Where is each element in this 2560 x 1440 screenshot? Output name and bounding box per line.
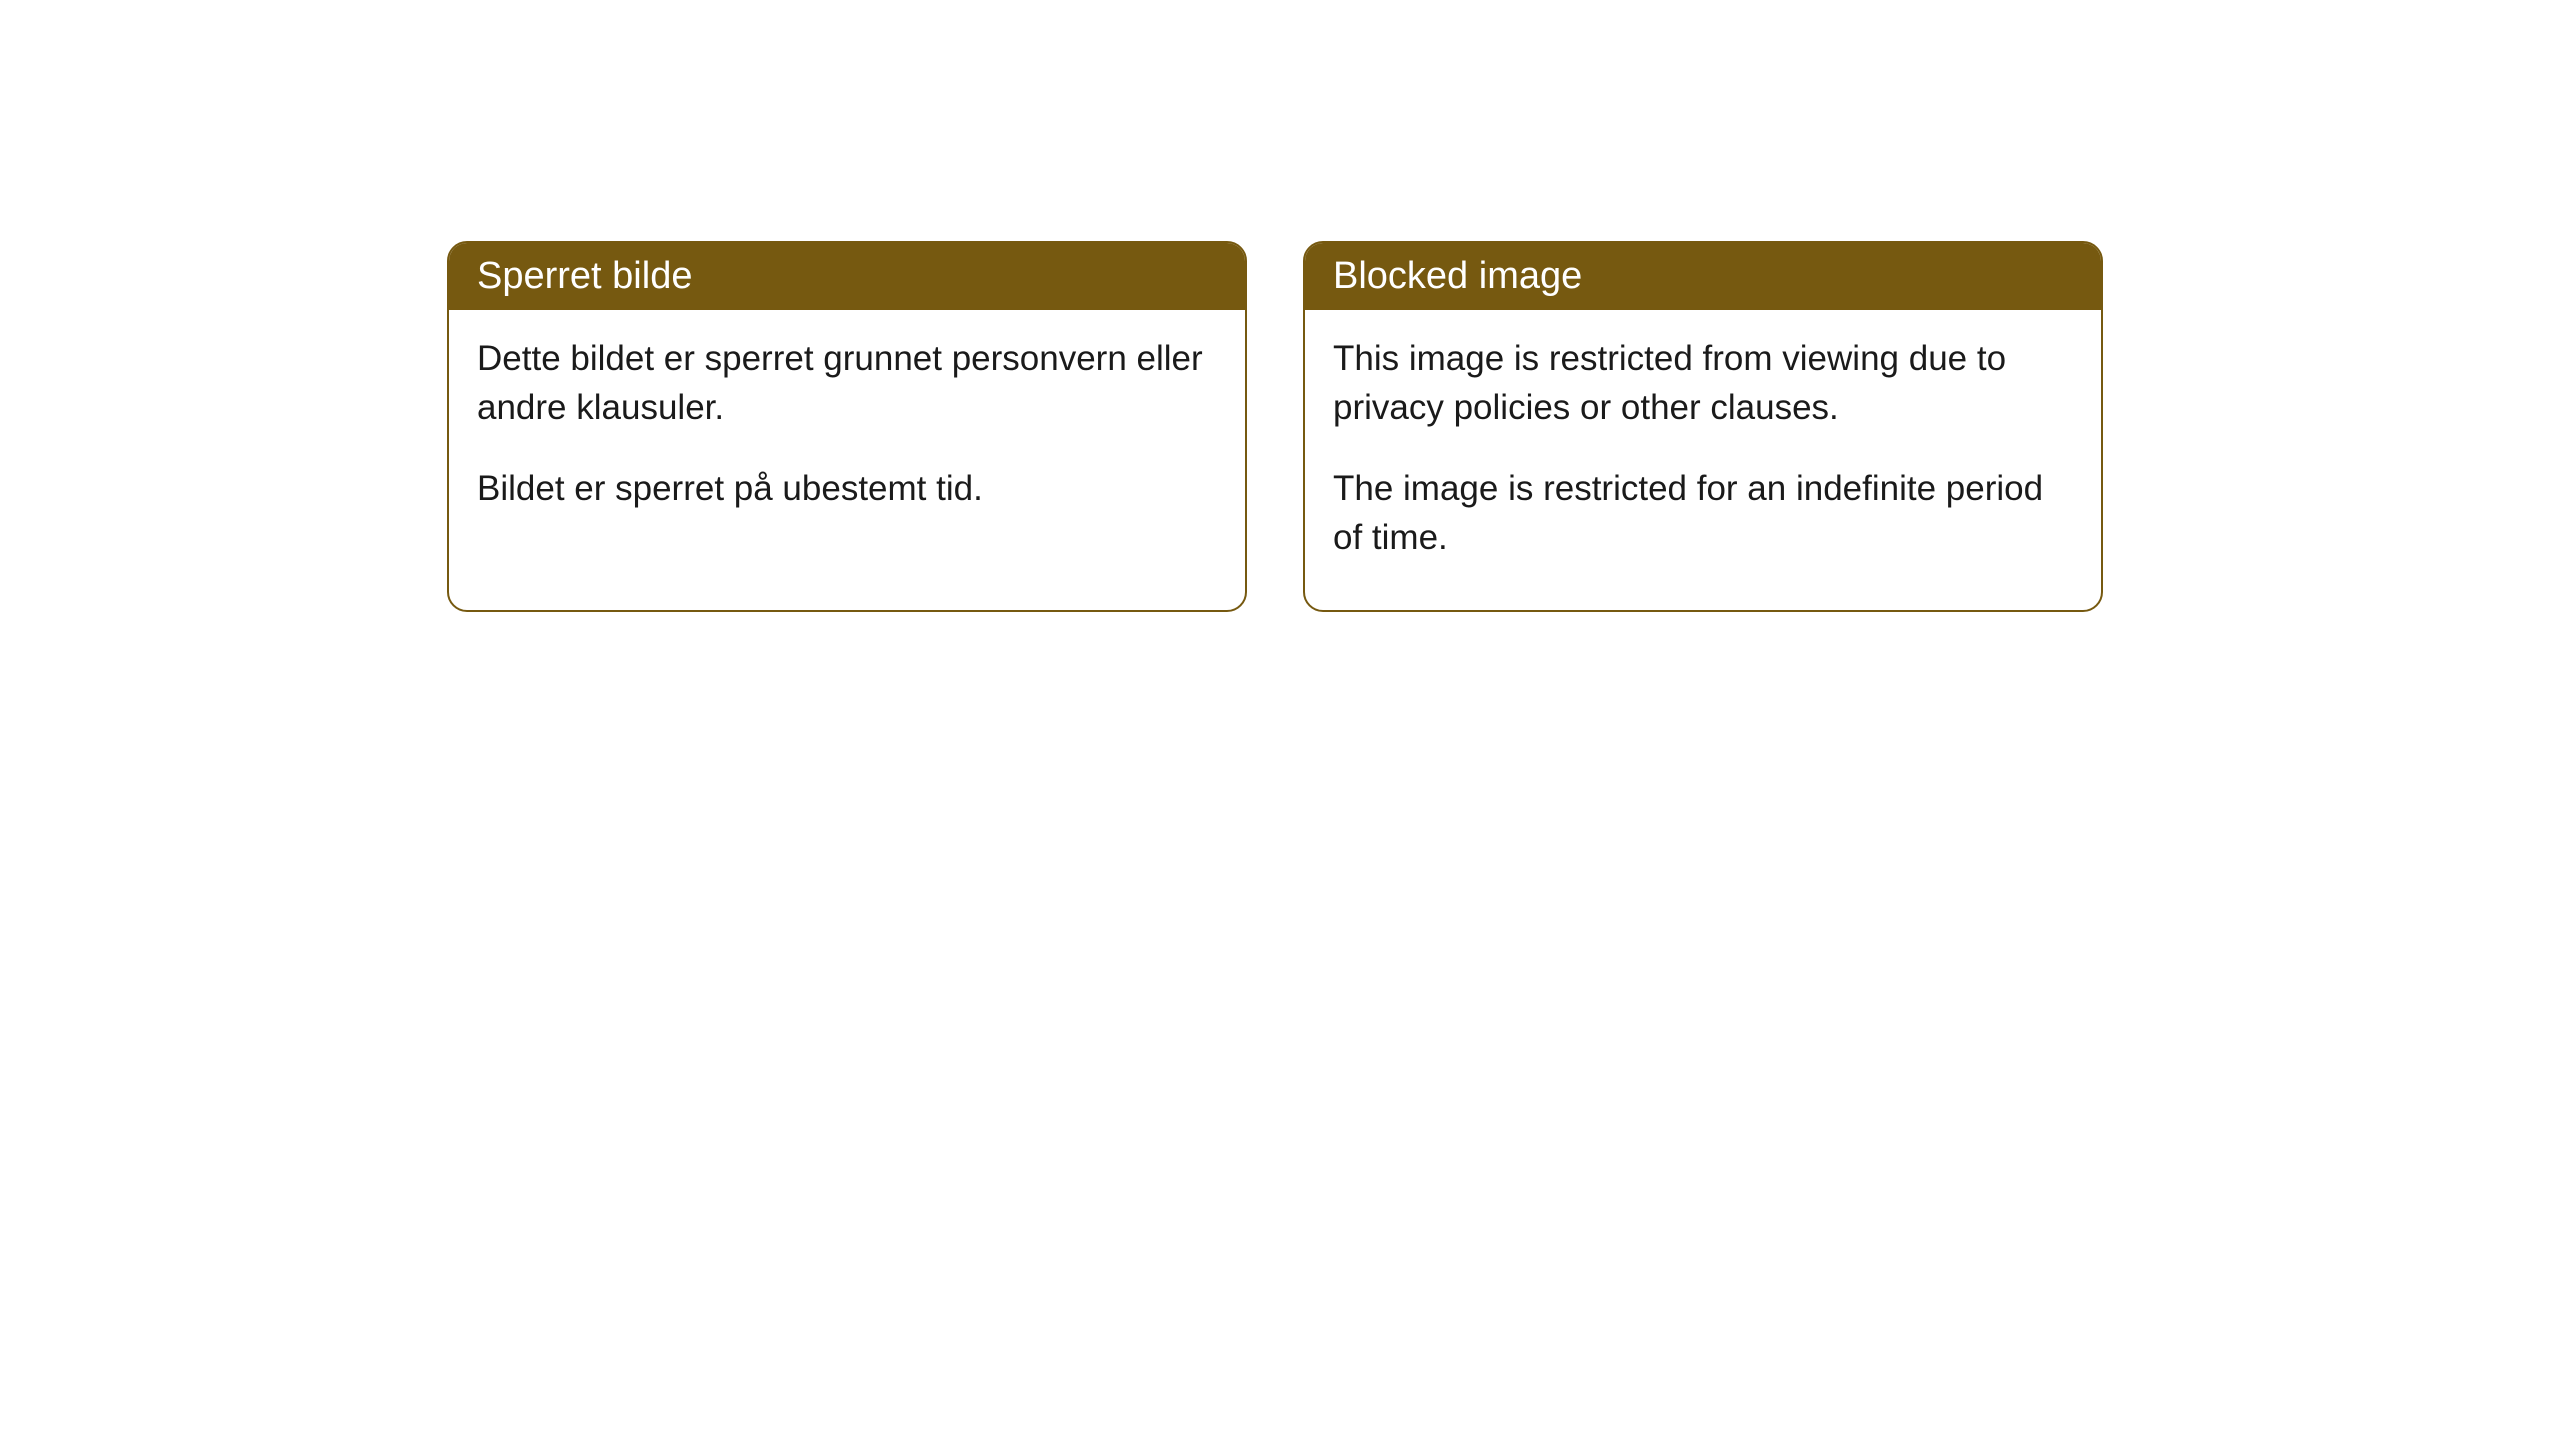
notice-cards-container: Sperret bilde Dette bildet er sperret gr…: [447, 241, 2103, 612]
card-title-english: Blocked image: [1333, 255, 1582, 297]
card-paragraph-2-english: The image is restricted for an indefinit…: [1333, 464, 2073, 562]
card-paragraph-1-norwegian: Dette bildet er sperret grunnet personve…: [477, 334, 1217, 432]
card-title-norwegian: Sperret bilde: [477, 255, 692, 297]
card-body-english: This image is restricted from viewing du…: [1305, 310, 2101, 610]
blocked-image-card-norwegian: Sperret bilde Dette bildet er sperret gr…: [447, 241, 1247, 612]
card-paragraph-2-norwegian: Bildet er sperret på ubestemt tid.: [477, 464, 1217, 513]
card-header-norwegian: Sperret bilde: [449, 243, 1245, 310]
card-header-english: Blocked image: [1305, 243, 2101, 310]
blocked-image-card-english: Blocked image This image is restricted f…: [1303, 241, 2103, 612]
card-paragraph-1-english: This image is restricted from viewing du…: [1333, 334, 2073, 432]
card-body-norwegian: Dette bildet er sperret grunnet personve…: [449, 310, 1245, 561]
